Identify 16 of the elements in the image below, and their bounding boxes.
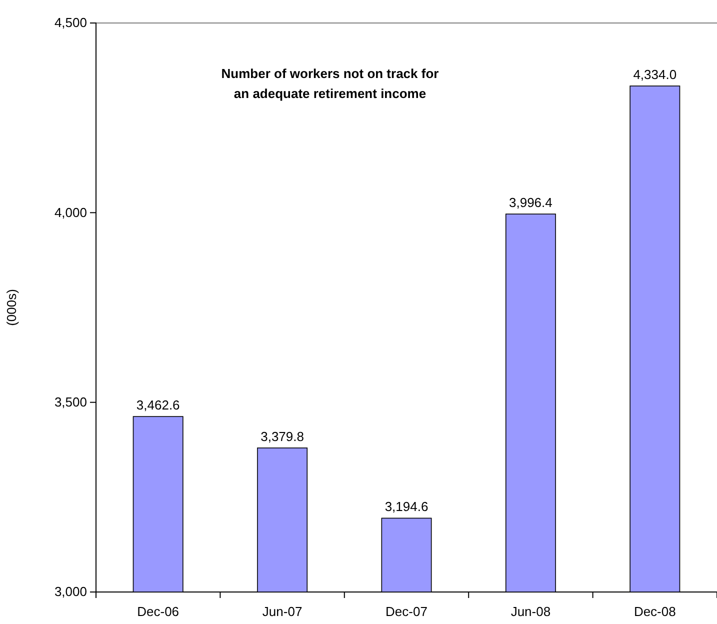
y-tick-label: 3,000	[54, 584, 87, 600]
text: Number of workers not on track for an adequate retirement income	[221, 66, 439, 101]
x-tick-label: Dec-06	[137, 604, 180, 619]
data-label: 3,194.6	[384, 499, 428, 514]
y-tick-label: 3,500	[54, 394, 87, 410]
data-label: 4,334.0	[633, 66, 677, 82]
y-tick-label: 4,500	[54, 15, 87, 30]
y-tick-label: 4,000	[54, 204, 87, 220]
y-axis-title: (000s)	[4, 289, 19, 326]
x-tick-label: Dec-07	[386, 604, 428, 619]
x-tick-label: Jun-07	[262, 604, 302, 619]
data-label: 3,996.4	[509, 195, 552, 210]
data-label: 3,379.8	[260, 428, 304, 444]
x-tick-label: Dec-08	[634, 604, 676, 619]
data-label: 3,462.6	[136, 398, 180, 413]
x-tick-label: Jun-08	[510, 604, 551, 619]
